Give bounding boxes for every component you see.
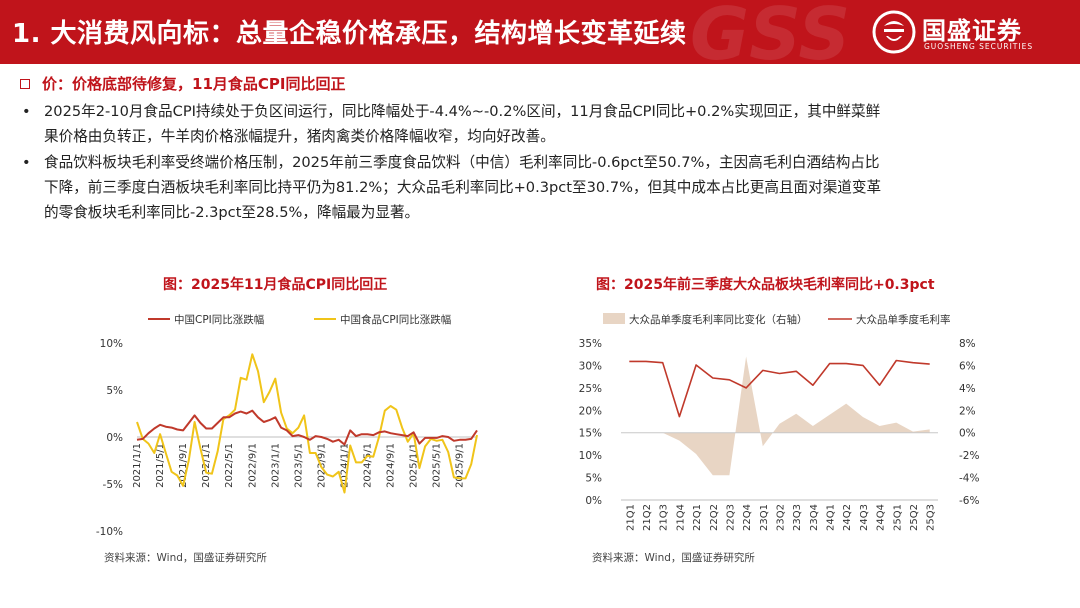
paragraph-cpi: • 2025年2-10月食品CPI持续处于负区间运行，同比降幅处于-4.4%~-… [22, 99, 1062, 149]
logo-emblem-icon [872, 10, 916, 54]
header-bar: 1. 大消费风向标：总量企稳价格承压，结构增长变革延续 GSS 国盛证券 GUO… [0, 0, 1080, 64]
right-y-tick-label: -4% [959, 473, 979, 485]
x-tick-label: 21Q2 [642, 504, 653, 531]
x-tick-label: 25Q3 [926, 504, 937, 531]
x-tick-label: 2024/1/1 [339, 443, 350, 488]
x-tick-label: 23Q1 [759, 504, 770, 531]
legend-swatch [603, 313, 625, 324]
x-tick-label: 2022/9/1 [247, 443, 258, 488]
y-tick-label: -10% [96, 526, 123, 538]
x-tick-label: 22Q2 [709, 504, 720, 531]
x-tick-label: 22Q1 [692, 504, 703, 531]
page-title: 1. 大消费风向标：总量企稳价格承压，结构增长变革延续 [12, 19, 687, 49]
cpi-line-chart: 中国CPI同比涨跌幅 中国食品CPI同比涨跌幅 10% 5% 0% -5% -10% 2021… [96, 313, 478, 538]
y-tick-label: 0% [106, 432, 123, 444]
x-tick-label: 22Q4 [742, 504, 753, 531]
paragraph-line: 的零食板块毛利率同比-2.3pct至28.5%，降幅最为显著。 [44, 204, 420, 221]
x-tick-label: 25Q1 [892, 504, 903, 531]
x-tick-label: 23Q4 [809, 504, 820, 531]
x-tick-label: 2022/5/1 [224, 443, 235, 488]
paragraph-line: 食品饮料板块毛利率受终端价格压制，2025年前三季度食品饮料（中信）毛利率同比-… [44, 154, 880, 171]
left-y-tick-label: 10% [579, 450, 602, 462]
x-tick-label: 2021/9/1 [178, 443, 189, 488]
legend-label: 大众品单季度毛利率 [856, 313, 951, 326]
legend-label: 大众品单季度毛利率同比变化（右轴） [629, 313, 808, 326]
x-tick-label: 2024/5/1 [363, 443, 374, 488]
yoy-change-area [629, 356, 930, 476]
gross-margin-line [629, 359, 930, 418]
x-tick-label: 25Q2 [909, 504, 920, 531]
header-watermark: GSS [690, 0, 851, 64]
paragraph-margin: • 食品饮料板块毛利率受终端价格压制，2025年前三季度食品饮料（中信）毛利率同… [22, 150, 1062, 225]
x-tick-label: 23Q3 [792, 504, 803, 531]
x-tick-label: 21Q4 [675, 504, 686, 531]
x-tick-label: 22Q3 [725, 504, 736, 531]
square-bullet-icon [20, 79, 30, 89]
bullet-dot-icon: • [22, 103, 31, 120]
x-tick-label: 23Q2 [776, 504, 787, 531]
chart1-title: 图：2025年11月食品CPI同比回正 [163, 277, 388, 293]
right-y-tick-label: 8% [959, 338, 976, 350]
left-y-tick-label: 30% [579, 360, 602, 372]
chart2-source-note: 资料来源：Wind，国盛证券研究所 [592, 552, 755, 564]
x-tick-label: 24Q2 [842, 504, 853, 531]
right-y-tick-label: 0% [959, 428, 976, 440]
x-tick-label: 24Q1 [826, 504, 837, 531]
y-tick-label: -5% [103, 479, 123, 491]
bullet-dot-icon: • [22, 154, 31, 171]
y-tick-label: 5% [106, 385, 123, 397]
right-y-tick-label: 6% [959, 360, 976, 372]
x-tick-label: 2023/9/1 [316, 443, 327, 488]
x-tick-label: 2025/9/1 [455, 443, 466, 488]
cpi-series-line [136, 409, 478, 446]
gross-margin-chart: 大众品单季度毛利率同比变化（右轴） 大众品单季度毛利率 0% 5% 10% 15% 20% 2… [579, 313, 979, 531]
left-y-tick-label: 35% [579, 338, 602, 350]
paragraph-line: 2025年2-10月食品CPI持续处于负区间运行，同比降幅处于-4.4%~-0.… [44, 103, 881, 120]
x-tick-label: 2023/5/1 [293, 443, 304, 488]
x-tick-label: 2025/1/1 [409, 443, 420, 488]
section-heading: 价：价格底部待修复，11月食品CPI同比回正 [20, 73, 345, 94]
x-tick-label: 2025/5/1 [432, 443, 443, 488]
logo-english-name: GUOSHENG SECURITIES [924, 42, 1034, 51]
left-y-tick-label: 0% [585, 495, 602, 507]
company-logo: 国盛证券 GUOSHENG SECURITIES [872, 8, 1072, 58]
left-y-tick-label: 25% [579, 383, 602, 395]
x-tick-label: 21Q1 [625, 504, 636, 531]
x-tick-label: 2021/5/1 [155, 443, 166, 488]
logo-chinese-name: 国盛证券 [922, 17, 1022, 45]
x-tick-label: 2022/1/1 [201, 443, 212, 488]
right-y-tick-label: -6% [959, 495, 979, 507]
x-tick-label: 2023/1/1 [270, 443, 281, 488]
x-tick-label: 21Q3 [659, 504, 670, 531]
chart1-source-note: 资料来源：Wind，国盛证券研究所 [104, 552, 267, 564]
paragraph-line: 果价格由负转正，牛羊肉价格涨幅提升，猪肉禽类价格降幅收窄，均向好改善。 [44, 128, 555, 145]
left-y-tick-label: 5% [585, 473, 602, 485]
left-y-tick-label: 20% [579, 405, 602, 417]
legend-label: 中国食品CPI同比涨跌幅 [340, 313, 451, 326]
right-y-tick-label: 4% [959, 383, 976, 395]
x-tick-label: 2024/9/1 [386, 443, 397, 488]
section-heading-text: 价：价格底部待修复，11月食品CPI同比回正 [42, 75, 346, 93]
food-cpi-series-line [136, 353, 478, 494]
chart2-title: 图：2025年前三季度大众品板块毛利率同比+0.3pct [596, 277, 935, 293]
x-tick-label: 24Q4 [876, 504, 887, 531]
left-y-tick-label: 15% [579, 428, 602, 440]
y-tick-label: 10% [100, 338, 123, 350]
x-tick-label: 2021/1/1 [132, 443, 143, 488]
legend-label: 中国CPI同比涨跌幅 [174, 313, 264, 326]
right-y-tick-label: -2% [959, 450, 979, 462]
paragraph-line: 下降，前三季度白酒板块毛利率同比持平仍为81.2%；大众品毛利率同比+0.3pc… [44, 179, 882, 196]
right-y-tick-label: 2% [959, 405, 976, 417]
x-tick-label: 24Q3 [859, 504, 870, 531]
